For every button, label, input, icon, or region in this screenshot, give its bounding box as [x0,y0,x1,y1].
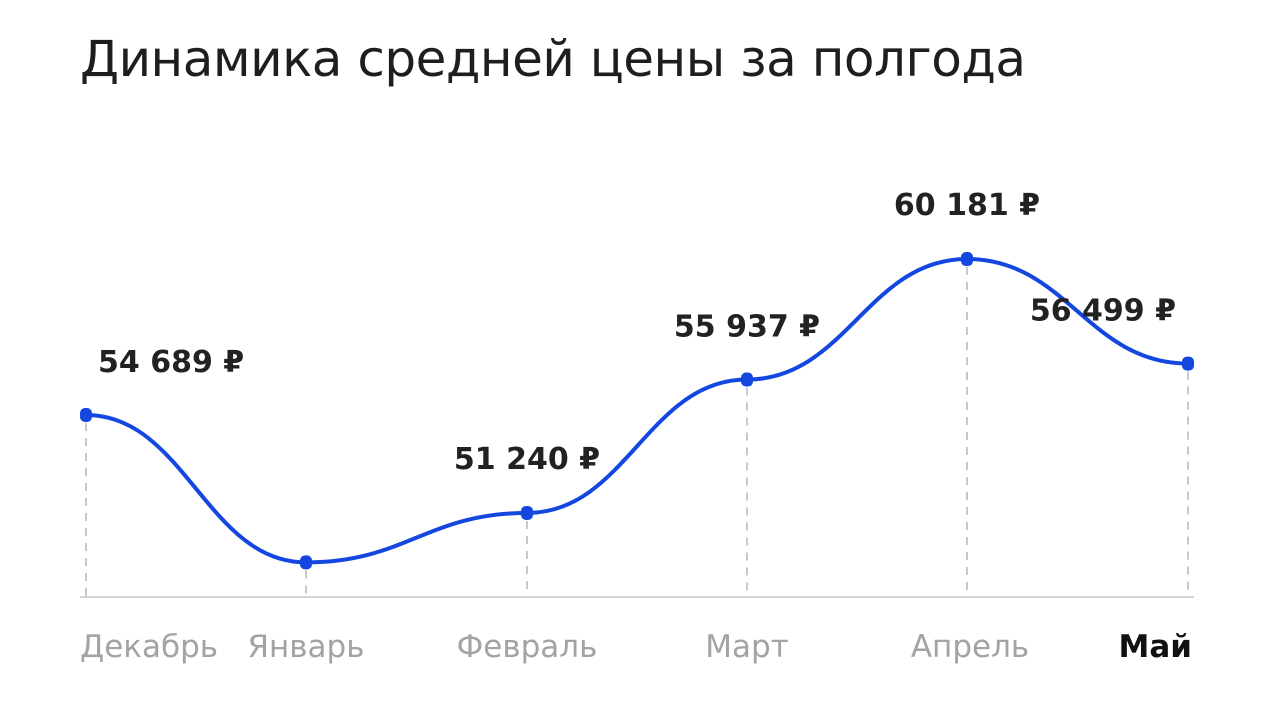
value-label-Апрель: 60 181 ₽ [894,188,1040,223]
value-label-Декабрь: 54 689 ₽ [98,345,244,380]
data-point-Февраль[interactable] [521,505,533,520]
x-tick-label-Апрель[interactable]: Апрель [911,629,1029,665]
x-tick-label-Март[interactable]: Март [705,629,788,665]
chart-title: Динамика средней цены за полгода [80,30,1026,88]
value-label-Май: 56 499 ₽ [1030,294,1176,329]
data-point-Май[interactable] [1182,356,1194,371]
x-tick-label-Январь[interactable]: Январь [247,629,364,665]
data-point-Декабрь[interactable] [80,408,92,422]
price-series-line [84,257,1190,565]
x-tick-label-Декабрь[interactable]: Декабрь [80,629,218,665]
x-tick-label-Февраль[interactable]: Февраль [457,629,598,665]
x-tick-label-Май[interactable]: Май [1119,629,1193,665]
data-point-Апрель[interactable] [961,252,973,267]
value-label-Февраль: 51 240 ₽ [454,442,600,477]
value-label-Март: 55 937 ₽ [674,310,820,345]
data-point-Январь[interactable] [300,555,312,570]
data-point-Март[interactable] [741,372,753,387]
